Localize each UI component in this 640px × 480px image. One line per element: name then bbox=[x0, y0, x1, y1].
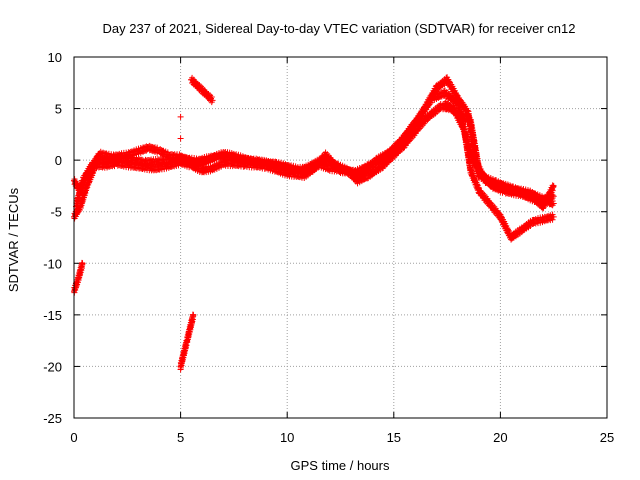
data-point bbox=[550, 182, 557, 189]
chart-title: Day 237 of 2021, Sidereal Day-to-day VTE… bbox=[102, 21, 575, 36]
y-tick-label: 10 bbox=[48, 50, 62, 65]
y-axis-label: SDTVAR / TECUs bbox=[6, 187, 21, 292]
x-tick-label: 20 bbox=[493, 430, 507, 445]
grid-lines bbox=[74, 57, 607, 418]
y-tick-label: -15 bbox=[43, 308, 62, 323]
data-points bbox=[71, 74, 557, 373]
x-tick-label: 0 bbox=[70, 430, 77, 445]
data-point bbox=[453, 91, 460, 98]
y-tick-label: -10 bbox=[43, 256, 62, 271]
y-tick-label: 5 bbox=[55, 102, 62, 117]
y-tick-label: 0 bbox=[55, 153, 62, 168]
data-point bbox=[550, 213, 557, 220]
x-tick-label: 10 bbox=[280, 430, 294, 445]
y-tick-label: -5 bbox=[50, 205, 62, 220]
y-tick-label: -20 bbox=[43, 359, 62, 374]
data-point bbox=[550, 183, 557, 190]
data-point bbox=[549, 216, 556, 223]
y-tick-label: -25 bbox=[43, 411, 62, 426]
x-tick-label: 15 bbox=[387, 430, 401, 445]
x-tick-label: 25 bbox=[600, 430, 614, 445]
x-tick-label: 5 bbox=[177, 430, 184, 445]
x-axis-label: GPS time / hours bbox=[291, 458, 390, 473]
